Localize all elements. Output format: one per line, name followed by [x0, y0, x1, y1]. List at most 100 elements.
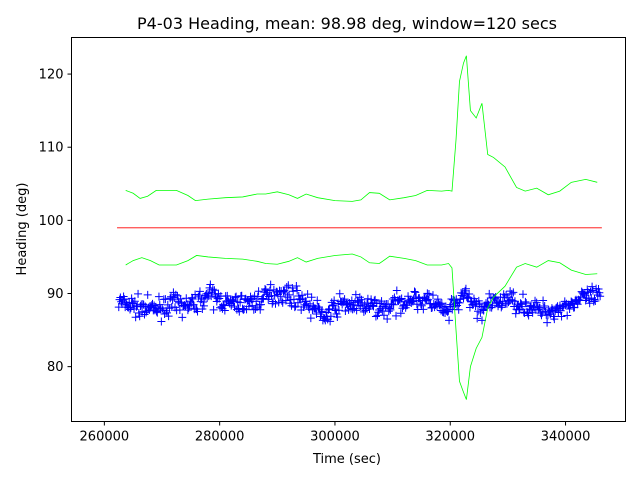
- sample-point: [259, 294, 268, 303]
- sample-point: [437, 299, 446, 308]
- sample-point: [208, 285, 217, 294]
- sample-point: [266, 280, 275, 289]
- sample-point: [594, 284, 603, 293]
- sample-point: [428, 291, 437, 300]
- sample-point: [396, 295, 405, 304]
- sample-point: [297, 291, 306, 300]
- sample-point: [595, 288, 604, 297]
- sample-point: [303, 290, 312, 299]
- x-tick-label: 260000: [80, 430, 130, 445]
- sample-point: [163, 300, 172, 309]
- sample-point: [188, 295, 197, 304]
- sample-point: [411, 288, 420, 297]
- sample-point: [543, 318, 552, 327]
- sample-point: [488, 301, 497, 310]
- sample-point: [182, 294, 191, 303]
- sample-point: [352, 306, 361, 315]
- sample-point: [285, 290, 294, 299]
- sample-point: [189, 300, 198, 309]
- sample-point: [588, 282, 597, 291]
- sample-point: [368, 301, 377, 310]
- sample-point: [154, 292, 163, 301]
- sample-point: [386, 305, 395, 314]
- sample-point: [289, 287, 298, 296]
- sample-point: [302, 297, 311, 306]
- y-tick-label: 90: [47, 287, 64, 302]
- x-tick-label: 300000: [310, 430, 360, 445]
- sample-point: [502, 291, 511, 300]
- sample-point: [371, 312, 380, 321]
- sample-point: [313, 296, 322, 305]
- sample-point: [427, 304, 436, 313]
- y-axis-label: Heading (deg): [15, 183, 30, 276]
- sample-point: [444, 307, 453, 316]
- sample-point: [236, 298, 245, 307]
- sample-point: [164, 312, 173, 321]
- sample-point: [579, 289, 588, 298]
- sample-point: [410, 287, 419, 296]
- sample-point: [340, 295, 349, 304]
- sample-point: [494, 297, 503, 306]
- sample-point: [306, 314, 315, 323]
- sample-point: [209, 305, 218, 314]
- sample-point: [539, 296, 548, 305]
- sample-point: [207, 292, 216, 301]
- y-tick-label: 100: [39, 214, 64, 229]
- sample-point: [470, 297, 479, 306]
- sample-point: [389, 300, 398, 309]
- sample-point: [132, 302, 141, 311]
- sample-point: [252, 297, 261, 306]
- sample-point: [588, 286, 597, 295]
- y-tick-label: 110: [39, 141, 64, 156]
- plot-series: [114, 55, 605, 400]
- sample-point: [162, 308, 171, 317]
- sample-point: [479, 306, 488, 315]
- sample-point: [326, 317, 335, 326]
- sample-point: [126, 303, 135, 312]
- sample-point: [199, 301, 208, 310]
- sample-point: [557, 312, 566, 321]
- sample-point: [524, 311, 533, 320]
- sample-point: [284, 281, 293, 290]
- sample-point: [511, 309, 520, 318]
- sample-point: [237, 291, 246, 300]
- sample-point: [397, 294, 406, 303]
- sample-point: [446, 300, 455, 309]
- sample-point: [419, 305, 428, 314]
- sample-point: [482, 302, 491, 311]
- sample-point: [306, 299, 315, 308]
- sample-point: [244, 302, 253, 311]
- sample-point: [330, 305, 339, 314]
- sample-point: [375, 306, 384, 315]
- sample-point: [134, 309, 143, 318]
- sample-point: [307, 293, 316, 302]
- sample-point: [478, 316, 486, 325]
- sample-point: [199, 297, 208, 306]
- sample-point: [187, 293, 196, 302]
- sample-point: [392, 286, 401, 295]
- sample-point: [498, 301, 507, 310]
- sample-point: [279, 287, 288, 296]
- sample-point: [139, 300, 148, 309]
- sample-point: [305, 305, 314, 314]
- sample-point: [591, 296, 600, 305]
- axes-ticks: 260000 280000 300000 320000 340000 80 90 100 110…: [39, 68, 591, 445]
- sample-point: [248, 301, 257, 310]
- sample-point: [193, 307, 202, 316]
- sample-point: [195, 287, 204, 296]
- sample-point: [143, 290, 152, 299]
- sample-point: [320, 314, 329, 323]
- sample-point: [130, 297, 139, 306]
- sample-point: [232, 292, 241, 301]
- x-tick-label: 340000: [541, 430, 591, 445]
- sample-point: [596, 292, 605, 301]
- sample-point: [318, 307, 327, 316]
- sample-point: [220, 306, 229, 315]
- sample-point: [456, 295, 465, 304]
- sample-point: [540, 302, 549, 311]
- sample-point: [568, 298, 577, 307]
- sample-point: [219, 300, 228, 309]
- sample-point: [423, 289, 432, 298]
- sample-point: [485, 289, 494, 298]
